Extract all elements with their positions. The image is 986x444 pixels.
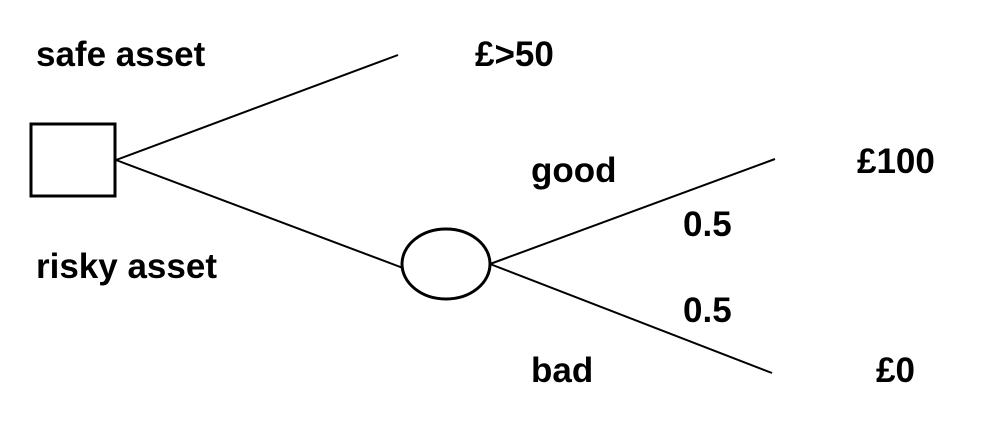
option-label-safe-asset: safe asset <box>36 35 206 74</box>
outcome-label-bad: bad <box>531 351 593 390</box>
probability-good: 0.5 <box>683 205 732 244</box>
decision-node <box>31 124 115 196</box>
outcome-label-good: good <box>531 151 617 190</box>
payoff-safe-asset: £>50 <box>475 35 554 74</box>
probability-bad: 0.5 <box>683 291 732 330</box>
chance-node <box>402 229 490 299</box>
option-label-risky-asset: risky asset <box>36 247 217 286</box>
payoff-good: £100 <box>857 142 935 181</box>
payoff-bad: £0 <box>876 351 915 390</box>
